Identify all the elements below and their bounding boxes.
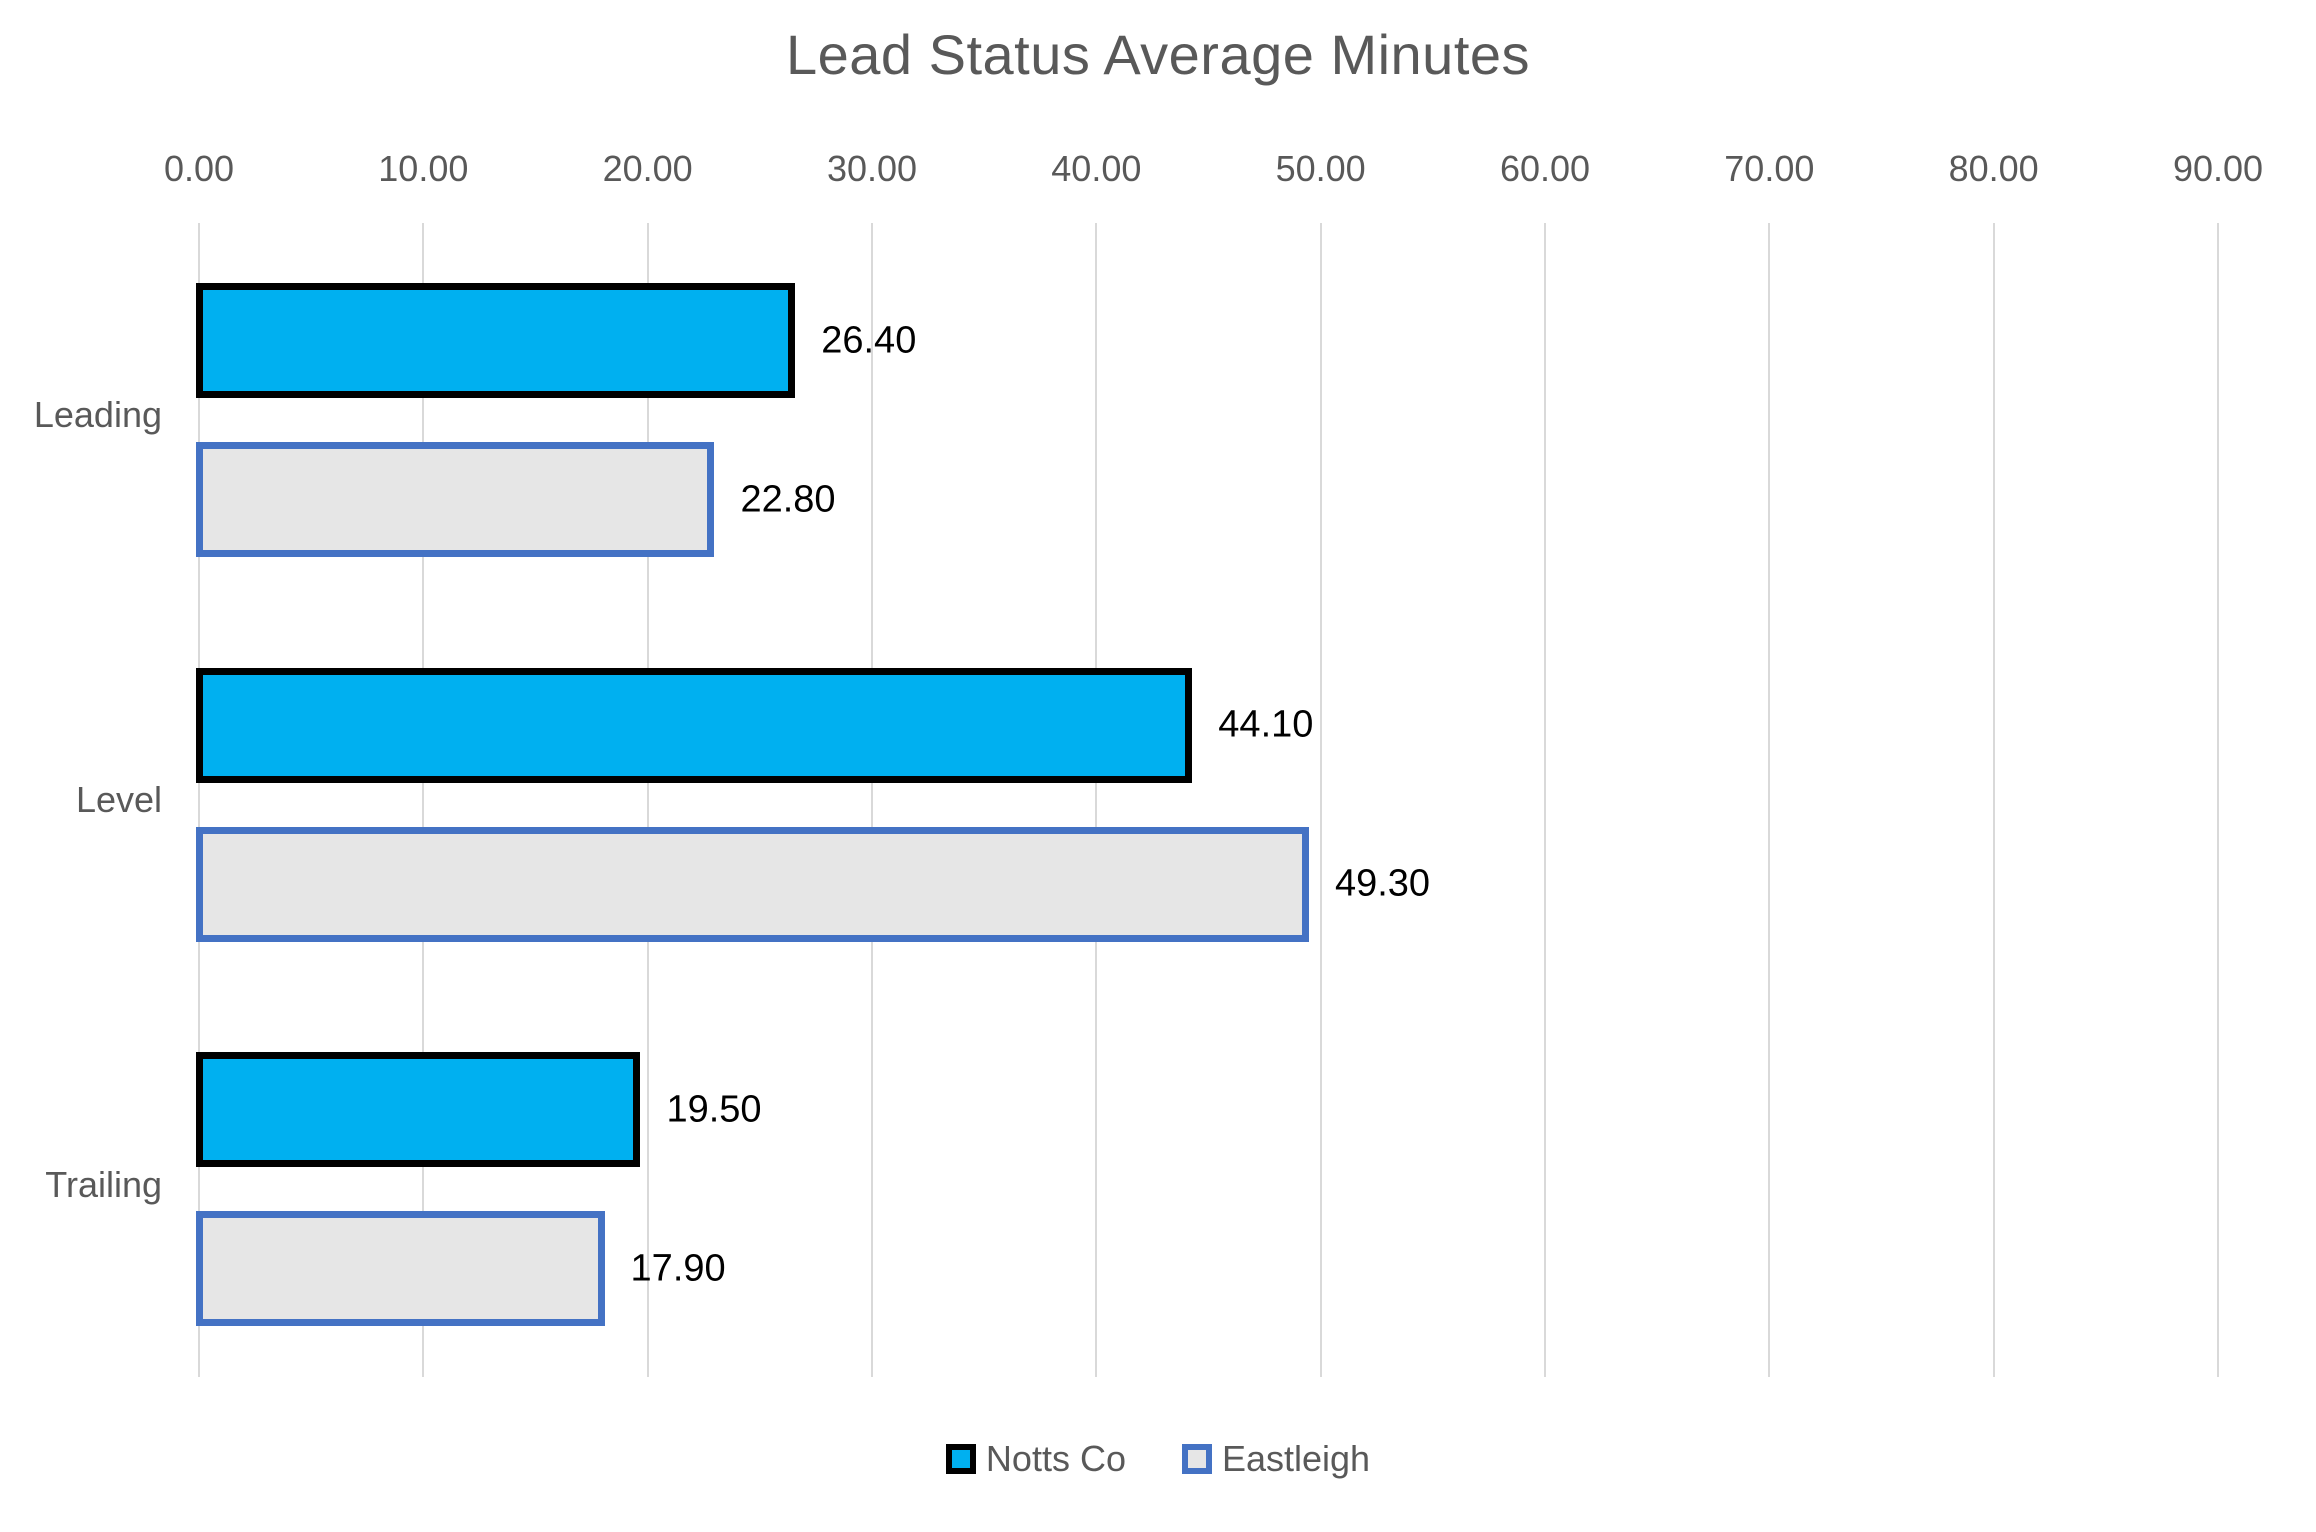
legend-item-notts-co: Notts Co [945,1438,1126,1480]
x-axis-tick-label: 60.00 [1499,148,1591,189]
gridline [198,223,200,1377]
legend-label-eastleigh: Eastleigh [1221,1438,1371,1479]
value-label-eastleigh-level: 49.30 [1334,862,1431,905]
category-label-leading: Leading [33,394,162,436]
x-axis-tick-label: 0.00 [163,148,235,189]
category-label-trailing: Trailing [45,1163,162,1205]
bar-notts-co-trailing [196,1052,641,1168]
chart-title: Lead Status Average Minutes [785,23,1531,86]
bar-eastleigh-leading [196,442,715,557]
gridline [1768,223,1771,1377]
value-label-eastleigh-trailing: 17.90 [630,1247,726,1290]
x-axis-tick-label: 10.00 [378,148,469,189]
value-label-eastleigh-leading: 22.80 [740,478,836,520]
legend-label-notts-co: Notts Co [985,1438,1126,1479]
x-axis-tick-label: 90.00 [2172,148,2264,189]
x-axis-tick-label: 70.00 [1724,148,1815,189]
bar-notts-co-leading [196,283,796,398]
value-label-notts-co-trailing: 19.50 [666,1088,762,1131]
legend: Notts Co Eastleigh [0,1438,2316,1480]
gridline [2217,223,2219,1377]
gridline [422,223,425,1377]
gridline [871,223,873,1377]
value-label-notts-co-leading: 26.40 [821,319,917,361]
category-label-level: Level [75,779,162,820]
gridline [646,223,649,1377]
gridline [1992,223,1995,1377]
x-axis-tick-label: 50.00 [1275,148,1366,189]
legend-swatch-notts-co [945,1444,976,1474]
bar-eastleigh-trailing [196,1211,605,1327]
bar-notts-co-level [196,667,1193,783]
gridline [1319,223,1322,1377]
x-axis-tick-label: 20.00 [602,148,693,189]
legend-item-eastleigh: Eastleigh [1181,1438,1371,1480]
gridline [1095,223,1098,1377]
x-axis-tick-label: 40.00 [1051,148,1142,189]
bar-eastleigh-level [196,826,1309,942]
x-axis-tick-label: 80.00 [1948,148,2039,189]
legend-swatch-eastleigh [1181,1444,1212,1474]
value-label-notts-co-level: 44.10 [1218,703,1314,746]
x-axis-tick-label: 30.00 [826,148,918,189]
gridline [1544,223,1546,1377]
